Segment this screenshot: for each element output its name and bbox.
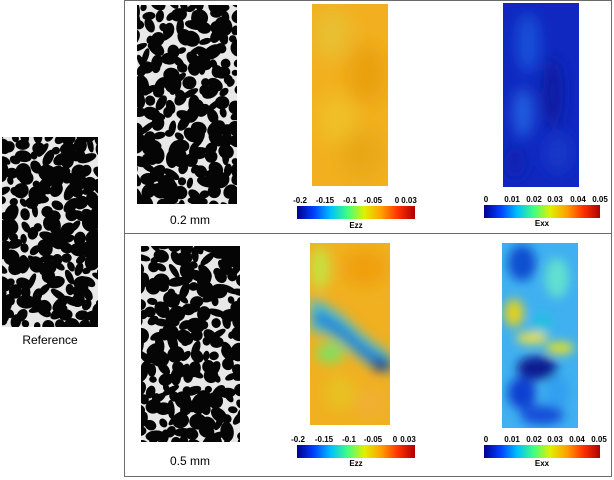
ezz-colorbar-title-0-2mm: Ezz bbox=[349, 221, 363, 230]
comparison-panel-frame bbox=[124, 0, 612, 477]
panel-divider bbox=[124, 233, 612, 234]
ezz-colorbar-title-0-5mm: Ezz bbox=[349, 459, 363, 468]
tick: -0.15 bbox=[315, 196, 335, 205]
trabecular-pattern bbox=[2, 137, 98, 327]
tick: 0.02 bbox=[526, 435, 542, 444]
tick: 0.02 bbox=[526, 195, 542, 204]
resolution-label-0-2mm: 0.2 mm bbox=[169, 213, 210, 227]
tick: 0.03 bbox=[547, 195, 563, 204]
tick: -0.05 bbox=[363, 435, 383, 444]
microct-image-0-2mm bbox=[137, 5, 237, 204]
exx-strain-map-0-2mm bbox=[503, 3, 579, 187]
tick: 0.04 bbox=[570, 195, 586, 204]
resolution-label-0-5mm: 0.5 mm bbox=[169, 454, 210, 468]
trabecular-pattern bbox=[137, 5, 237, 204]
tick: 0.05 bbox=[591, 435, 607, 444]
ezz-colorbar-0-5mm bbox=[297, 445, 415, 458]
tick: -0.05 bbox=[363, 196, 383, 205]
tick: 0.01 bbox=[504, 195, 520, 204]
ezz-colorbar-0-2mm bbox=[297, 206, 415, 219]
tick: -0.2 bbox=[291, 435, 305, 444]
microct-image-0-5mm bbox=[141, 246, 240, 442]
reference-microct-image bbox=[2, 137, 98, 327]
ezz-strain-map-0-2mm bbox=[312, 4, 388, 186]
exx-colorbar-title-0-5mm: Exx bbox=[534, 459, 550, 468]
tick: 0 bbox=[392, 435, 398, 444]
exx-strain-map-0-5mm bbox=[502, 243, 578, 428]
tick: 0.03 bbox=[400, 435, 416, 444]
trabecular-pattern bbox=[141, 246, 240, 442]
tick: 0.04 bbox=[569, 435, 585, 444]
tick: 0 bbox=[483, 195, 489, 204]
exx-colorbar-0-2mm bbox=[484, 205, 600, 218]
exx-colorbar-0-5mm bbox=[484, 445, 600, 458]
tick: -0.1 bbox=[342, 435, 356, 444]
tick: -0.15 bbox=[314, 435, 334, 444]
tick: -0.1 bbox=[343, 196, 357, 205]
ezz-strain-map-0-5mm bbox=[310, 243, 390, 425]
exx-colorbar-ticks-0-2mm: 0 0.01 0.02 0.03 0.04 0.05 bbox=[483, 195, 608, 205]
reference-label: Reference bbox=[22, 333, 78, 347]
ezz-colorbar-ticks-0-2mm: -0.2 -0.15 -0.1 -0.05 0 0.03 bbox=[293, 196, 418, 206]
tick: 0.05 bbox=[592, 195, 608, 204]
exx-colorbar-title-0-2mm: Exx bbox=[534, 219, 550, 228]
tick: -0.2 bbox=[293, 196, 307, 205]
ezz-colorbar-ticks-0-5mm: -0.2 -0.15 -0.1 -0.05 0 0.03 bbox=[291, 435, 416, 445]
tick: 0 bbox=[394, 196, 400, 205]
tick: 0.01 bbox=[504, 435, 520, 444]
tick: 0 bbox=[483, 435, 489, 444]
tick: 0.03 bbox=[547, 435, 563, 444]
tick: 0.03 bbox=[401, 196, 417, 205]
exx-colorbar-ticks-0-5mm: 0 0.01 0.02 0.03 0.04 0.05 bbox=[483, 435, 607, 445]
